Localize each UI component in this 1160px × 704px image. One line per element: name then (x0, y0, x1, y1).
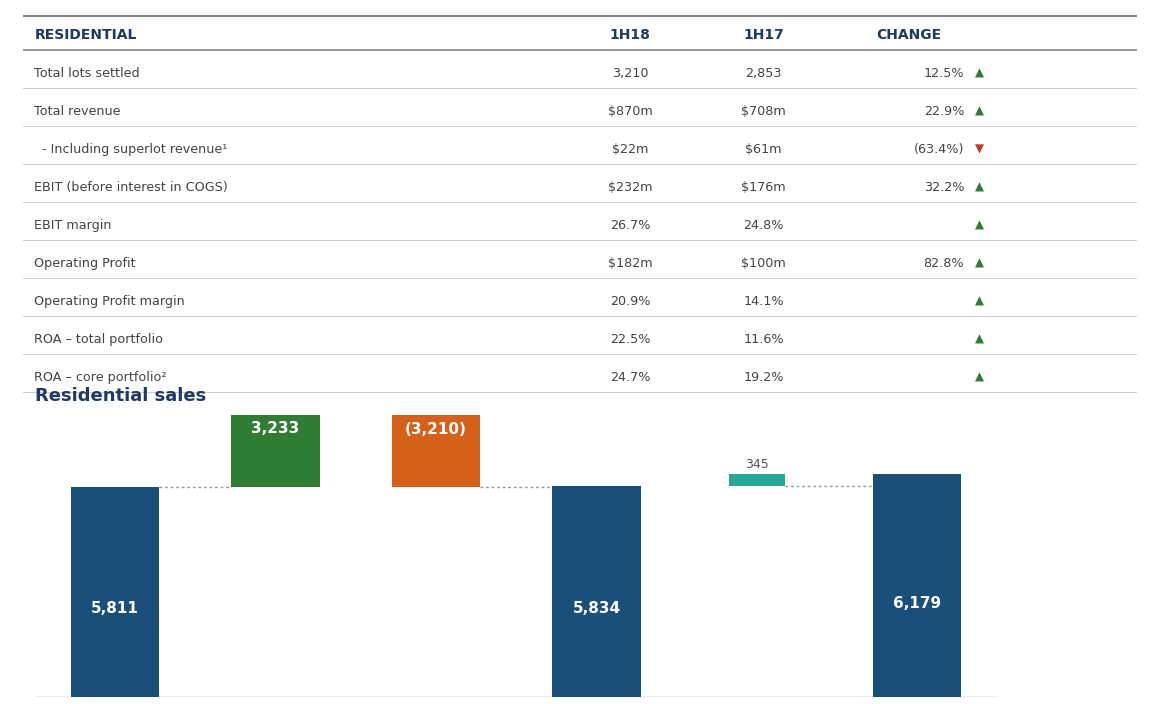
Text: 24.8%: 24.8% (744, 218, 784, 232)
Text: Total revenue: Total revenue (35, 104, 121, 118)
Bar (231, 370, 320, 487)
Bar (728, 474, 785, 486)
Text: ▼: ▼ (976, 142, 985, 156)
Text: $182m: $182m (608, 256, 652, 270)
Text: RESIDENTIAL: RESIDENTIAL (35, 28, 137, 42)
Text: 20.9%: 20.9% (610, 294, 651, 308)
Text: Total lots settled: Total lots settled (35, 66, 140, 80)
Text: $61m: $61m (746, 142, 782, 156)
Text: ▲: ▲ (976, 104, 985, 118)
Text: 12.5%: 12.5% (923, 66, 964, 80)
Text: (3,210): (3,210) (405, 422, 467, 436)
Text: ROA – core portfolio²: ROA – core portfolio² (35, 370, 167, 384)
Bar (552, 486, 640, 697)
Text: 1H17: 1H17 (744, 28, 784, 42)
Text: ▲: ▲ (976, 370, 985, 384)
Text: 32.2%: 32.2% (923, 180, 964, 194)
Text: (63.4%): (63.4%) (914, 142, 964, 156)
Text: CHANGE: CHANGE (876, 28, 941, 42)
Text: EBIT margin: EBIT margin (35, 218, 111, 232)
Text: 26.7%: 26.7% (610, 218, 651, 232)
Text: ROA – total portfolio: ROA – total portfolio (35, 332, 164, 346)
Bar (873, 474, 962, 697)
Text: ▲: ▲ (976, 66, 985, 80)
Text: $708m: $708m (741, 104, 786, 118)
Text: $870m: $870m (608, 104, 652, 118)
Text: $176m: $176m (741, 180, 786, 194)
Bar (71, 487, 159, 697)
Text: 19.2%: 19.2% (744, 370, 784, 384)
Text: ▲: ▲ (976, 332, 985, 346)
Text: Residential sales: Residential sales (35, 386, 206, 405)
Text: $232m: $232m (608, 180, 652, 194)
Text: 3,210: 3,210 (611, 66, 648, 80)
Text: 14.1%: 14.1% (744, 294, 784, 308)
Bar (392, 371, 480, 487)
Text: 6,179: 6,179 (893, 596, 942, 611)
Text: 2,853: 2,853 (746, 66, 782, 80)
Text: $100m: $100m (741, 256, 786, 270)
Text: 345: 345 (745, 458, 769, 471)
Text: ▲: ▲ (976, 256, 985, 270)
Text: 24.7%: 24.7% (610, 370, 651, 384)
Text: ▲: ▲ (976, 294, 985, 308)
Text: Operating Profit: Operating Profit (35, 256, 136, 270)
Text: 11.6%: 11.6% (744, 332, 784, 346)
Text: 3,233: 3,233 (252, 421, 299, 436)
Text: $22m: $22m (612, 142, 648, 156)
Text: ▲: ▲ (976, 180, 985, 194)
Text: 22.5%: 22.5% (610, 332, 651, 346)
Text: ▲: ▲ (976, 218, 985, 232)
Text: 5,834: 5,834 (572, 601, 621, 616)
Text: 5,811: 5,811 (92, 601, 139, 616)
Text: 82.8%: 82.8% (923, 256, 964, 270)
Text: - Including superlot revenue¹: - Including superlot revenue¹ (35, 142, 227, 156)
Text: Operating Profit margin: Operating Profit margin (35, 294, 186, 308)
Text: 1H18: 1H18 (610, 28, 651, 42)
Text: EBIT (before interest in COGS): EBIT (before interest in COGS) (35, 180, 229, 194)
Text: 22.9%: 22.9% (923, 104, 964, 118)
